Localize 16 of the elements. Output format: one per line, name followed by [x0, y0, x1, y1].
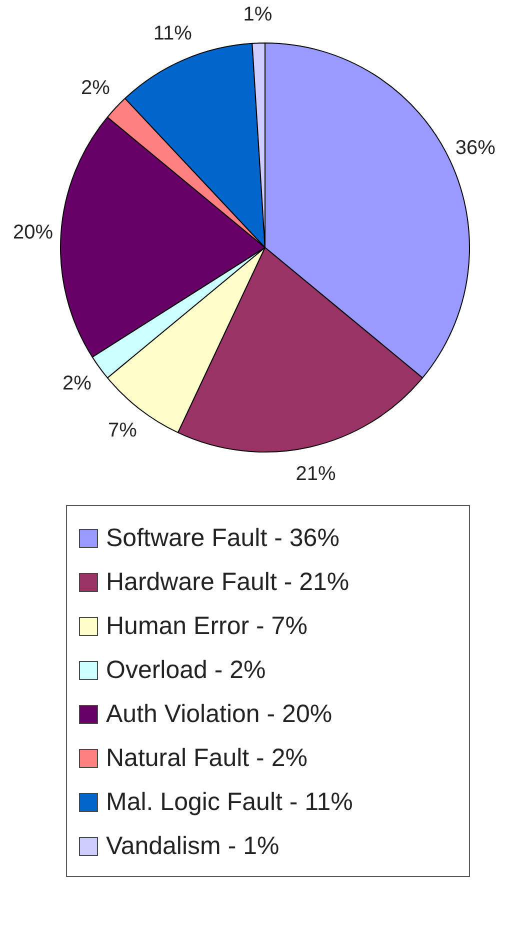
legend-label: Software Fault - 36%	[106, 524, 340, 552]
data-label: 1%	[243, 4, 272, 26]
data-label: 7%	[108, 420, 138, 442]
legend-label: Vandalism - 1%	[106, 832, 280, 860]
legend-label: Human Error - 7%	[106, 612, 308, 640]
data-label: 36%	[455, 137, 496, 160]
legend-label: Overload - 2%	[106, 656, 266, 684]
legend-label: Hardware Fault - 21%	[106, 568, 350, 596]
data-label: 11%	[153, 22, 192, 45]
data-label: 21%	[296, 462, 336, 485]
data-label: 2%	[62, 372, 92, 395]
legend-label: Mal. Logic Fault - 11%	[106, 788, 353, 816]
data-label: 2%	[81, 76, 110, 99]
legend-label: Auth Violation - 20%	[106, 700, 332, 728]
legend-label: Natural Fault - 2%	[106, 744, 308, 772]
data-label: 20%	[12, 221, 54, 244]
